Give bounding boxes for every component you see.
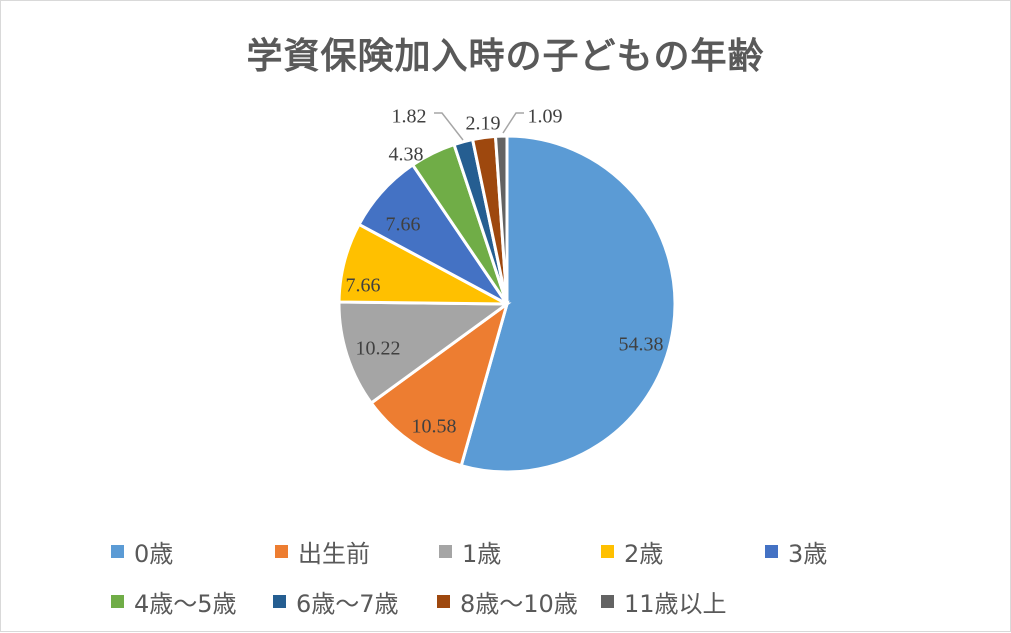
legend-swatch xyxy=(111,545,124,558)
pie-slice-0[interactable] xyxy=(459,134,677,474)
legend-label: 3歳 xyxy=(788,540,828,568)
legend-swatch xyxy=(601,595,614,608)
legend-swatch xyxy=(765,545,778,558)
legend-swatch xyxy=(273,595,286,608)
data-label-5: 4.38 xyxy=(389,144,424,166)
pie-slice-1[interactable] xyxy=(369,300,510,468)
legend-item-8[interactable]: 11歳以上 xyxy=(601,584,727,619)
legend-label: 2歳 xyxy=(624,540,664,568)
data-label-7: 2.19 xyxy=(466,113,501,135)
data-label-3: 7.66 xyxy=(346,275,381,297)
legend-item-3[interactable]: 2歳 xyxy=(601,534,663,569)
legend-label: 6歳〜7歳 xyxy=(296,590,399,618)
legend-swatch xyxy=(275,545,288,558)
legend-swatch xyxy=(111,595,124,608)
data-label-1: 10.58 xyxy=(412,416,457,438)
legend-item-6[interactable]: 6歳〜7歳 xyxy=(273,584,399,619)
leader-line xyxy=(434,112,464,141)
legend-label: 4歳〜5歳 xyxy=(134,590,237,618)
legend-item-2[interactable]: 1歳 xyxy=(439,534,501,569)
legend-label: 0歳 xyxy=(134,540,174,568)
leader-line xyxy=(502,112,524,134)
legend-item-0[interactable]: 0歳 xyxy=(111,534,173,569)
legend-item-5[interactable]: 4歳〜5歳 xyxy=(111,584,237,619)
legend-swatch xyxy=(437,595,450,608)
legend-item-7[interactable]: 8歳〜10歳 xyxy=(437,584,578,619)
legend-label: 出生前 xyxy=(298,540,370,568)
legend-item-1[interactable]: 出生前 xyxy=(275,534,370,569)
legend-swatch xyxy=(439,545,452,558)
legend-label: 8歳〜10歳 xyxy=(460,590,578,618)
legend-swatch xyxy=(601,545,614,558)
data-label-2: 10.22 xyxy=(356,338,401,360)
legend-label: 1歳 xyxy=(462,540,502,568)
data-label-6: 1.82 xyxy=(392,106,427,128)
data-label-8: 1.09 xyxy=(528,106,563,128)
legend-item-4[interactable]: 3歳 xyxy=(765,534,827,569)
data-label-0: 54.38 xyxy=(619,334,664,356)
pie-slice-2[interactable] xyxy=(337,300,512,406)
legend-label: 11歳以上 xyxy=(624,590,727,618)
pie-slice-8[interactable] xyxy=(493,134,509,305)
chart-title: 学資保険加入時の子どもの年齢 xyxy=(246,36,765,77)
data-label-4: 7.66 xyxy=(386,214,421,236)
